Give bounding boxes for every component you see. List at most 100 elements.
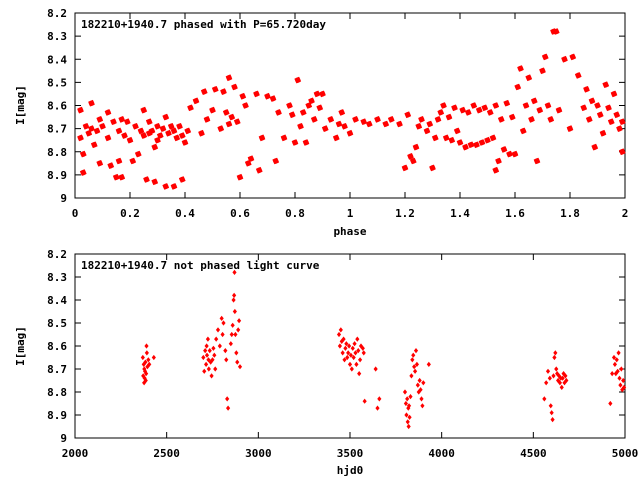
- data-point: [344, 341, 349, 347]
- data-point: [360, 118, 368, 125]
- data-point: [132, 123, 139, 130]
- data-point: [561, 371, 566, 377]
- data-point: [217, 125, 225, 132]
- x-tick-label: 2000: [62, 447, 89, 460]
- data-point: [162, 183, 170, 190]
- data-point: [231, 83, 238, 91]
- data-point: [144, 371, 149, 377]
- data-point: [387, 116, 395, 123]
- data-point: [462, 143, 469, 151]
- data-point: [403, 400, 408, 407]
- data-point: [473, 141, 480, 149]
- data-point: [542, 396, 547, 402]
- data-point: [481, 104, 489, 112]
- data-point: [236, 327, 241, 333]
- data-point: [302, 139, 310, 146]
- data-point: [151, 178, 159, 186]
- x-tick-label: 0.4: [175, 207, 195, 220]
- data-point: [541, 53, 549, 61]
- data-point: [340, 350, 345, 356]
- data-point: [204, 352, 210, 358]
- data-point: [445, 113, 453, 121]
- data-point: [221, 320, 226, 326]
- x-tick-label: 1: [347, 207, 354, 220]
- data-point: [167, 123, 175, 130]
- data-point: [140, 106, 148, 114]
- data-point: [209, 106, 216, 114]
- data-point: [548, 403, 553, 409]
- data-point: [412, 364, 417, 370]
- data-point: [355, 336, 360, 342]
- data-point: [475, 106, 483, 114]
- data-point: [352, 341, 357, 347]
- data-point: [373, 366, 378, 372]
- data-point: [519, 127, 527, 135]
- data-point: [351, 354, 356, 361]
- x-axis-label: hjd0: [337, 464, 364, 477]
- data-point: [222, 109, 230, 116]
- data-point: [237, 364, 243, 370]
- data-point: [563, 373, 568, 379]
- data-point: [137, 127, 145, 135]
- data-point: [583, 86, 590, 93]
- y-tick-label: 9: [60, 192, 67, 205]
- x-tick-label: 4000: [428, 447, 455, 460]
- data-point: [414, 361, 419, 367]
- data-point: [327, 116, 335, 123]
- data-point: [346, 129, 354, 137]
- data-points: [77, 28, 626, 190]
- x-tick-label: 4500: [520, 447, 547, 460]
- data-point: [551, 373, 556, 379]
- data-point: [451, 104, 458, 112]
- data-point: [156, 132, 164, 139]
- data-point: [231, 297, 236, 303]
- data-point: [358, 357, 363, 363]
- data-point: [569, 53, 577, 61]
- data-point: [374, 116, 381, 123]
- data-point: [151, 143, 159, 151]
- data-point: [115, 127, 123, 135]
- data-point: [614, 357, 619, 363]
- data-point: [206, 366, 211, 372]
- data-point: [602, 81, 610, 88]
- data-point: [141, 361, 146, 367]
- y-tick-label: 8.8: [47, 146, 67, 159]
- y-tick-label: 8.8: [47, 386, 67, 399]
- data-point: [426, 361, 431, 367]
- y-tick-label: 8.5: [47, 317, 67, 330]
- data-point: [198, 129, 205, 137]
- unphased-light-curve-panel: 8.2 8.3 8.4 8.5 8.6 8.7 8.8 8.9 9 2000 2500 3000 35…: [14, 248, 638, 477]
- data-point: [622, 384, 627, 390]
- data-point: [247, 155, 255, 162]
- data-point: [362, 398, 367, 404]
- data-point: [96, 116, 104, 123]
- data-point: [134, 150, 142, 158]
- x-tick-label: 0.8: [285, 207, 305, 220]
- data-point: [456, 139, 464, 146]
- data-point: [107, 162, 115, 169]
- y-tick-label: 8.7: [47, 363, 67, 376]
- data-point: [405, 419, 410, 425]
- y-tick-label: 8.2: [47, 248, 67, 261]
- data-point: [552, 28, 560, 35]
- data-point: [418, 387, 423, 393]
- data-point: [121, 132, 128, 139]
- data-point: [406, 405, 411, 411]
- data-point: [365, 120, 373, 128]
- data-point: [118, 173, 126, 181]
- data-point: [143, 359, 148, 365]
- data-point: [557, 380, 562, 386]
- data-point: [357, 371, 362, 377]
- x-tick-label: 5000: [612, 447, 639, 460]
- data-point: [478, 139, 486, 146]
- data-point: [415, 123, 423, 130]
- data-point: [228, 113, 236, 121]
- data-point: [123, 118, 131, 125]
- data-point: [232, 308, 237, 315]
- data-point: [404, 412, 409, 418]
- data-point: [564, 377, 569, 384]
- data-point: [192, 97, 200, 105]
- data-point: [209, 373, 214, 379]
- data-point: [176, 123, 183, 130]
- data-point: [233, 331, 238, 338]
